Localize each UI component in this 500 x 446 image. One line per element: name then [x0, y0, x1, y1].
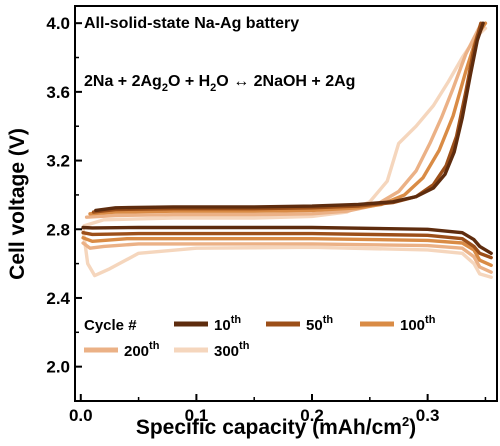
series-layer	[83, 23, 491, 277]
legend: Cycle # 10th 50th 100th 200th 300th	[84, 314, 436, 360]
legend-item: 100th	[360, 314, 436, 334]
legend-item: 200th	[84, 340, 160, 360]
legend-label: 300th	[214, 340, 250, 360]
charge-curve	[84, 28, 485, 226]
reaction-equation: 2Na + 2Ag2O + H2O ↔ 2NaOH + 2Ag	[84, 73, 355, 94]
legend-label: 100th	[400, 314, 436, 334]
legend-item: 300th	[174, 340, 250, 360]
charge-curve	[90, 23, 485, 214]
legend-title: Cycle #	[84, 317, 137, 334]
legend-label: 10th	[214, 314, 241, 334]
legend-label: 200th	[124, 340, 160, 360]
legend-item: 50th	[266, 314, 333, 334]
x-tick-label: 0.3	[416, 406, 440, 425]
x-tick-label: 0.0	[69, 406, 93, 425]
plot-frame	[75, 6, 497, 401]
legend-item: 10th	[174, 314, 241, 334]
y-tick-label: 2.8	[46, 220, 70, 239]
y-tick-label: 2.0	[46, 358, 70, 377]
y-tick-label: 3.6	[46, 83, 70, 102]
x-axis-title: Specific capacity (mAh/cm2)	[136, 414, 416, 439]
y-tick-label: 4.0	[46, 14, 70, 33]
chart-title: All-solid-state Na-Ag battery	[84, 15, 299, 32]
y-axis-title: Cell voltage (V)	[6, 128, 29, 280]
y-tick-label: 2.4	[46, 289, 70, 308]
y-tick-label: 3.2	[46, 152, 70, 171]
legend-label: 50th	[306, 314, 333, 334]
